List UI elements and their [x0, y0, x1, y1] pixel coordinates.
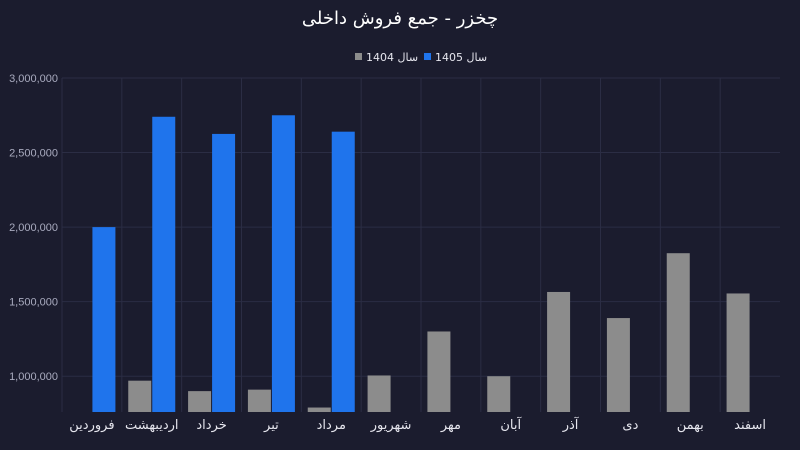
bar: [726, 293, 750, 412]
bar: [331, 131, 355, 412]
y-axis-ticks: 1,000,000 1,500,000 2,000,000 2,500,000 3,00…: [9, 73, 58, 383]
x-tick-label: اسفند: [734, 418, 766, 433]
legend-swatch-1404: [355, 53, 362, 60]
legend-label-1404: سال 1404: [366, 51, 418, 64]
bar: [666, 253, 690, 412]
legend: سال 1404 سال 1405: [355, 51, 487, 64]
bar: [307, 407, 331, 412]
bar: [427, 331, 451, 412]
bars: [92, 115, 750, 413]
bar: [487, 376, 511, 412]
x-tick-label: شهریور: [370, 418, 412, 433]
bar: [247, 389, 271, 412]
bar: [271, 115, 295, 412]
bar: [367, 375, 391, 412]
y-tick-label: 2,500,000: [9, 148, 58, 160]
x-tick-label: مهر: [440, 418, 461, 433]
y-tick-label: 3,000,000: [9, 73, 58, 85]
bar: [92, 227, 116, 412]
x-tick-label: فروردین: [69, 418, 114, 433]
y-tick-label: 1,500,000: [9, 297, 58, 309]
gridlines: [61, 77, 780, 412]
y-tick-label: 1,000,000: [9, 371, 58, 383]
x-tick-label: دی: [622, 418, 638, 433]
bar: [152, 116, 176, 413]
x-tick-label: آذر: [562, 416, 580, 433]
bar: [128, 380, 152, 412]
x-tick-label: مرداد: [317, 418, 346, 433]
x-tick-label: آبان: [500, 416, 522, 433]
bar: [606, 318, 630, 412]
chart-title: چخزر - جمع فروش داخلی: [302, 8, 498, 29]
x-tick-label: بهمن: [677, 418, 704, 433]
bar: [188, 391, 212, 412]
x-tick-label: خرداد: [196, 418, 226, 433]
bar: [547, 291, 571, 412]
x-tick-label: اردیبهشت: [125, 418, 179, 433]
bar: [212, 133, 236, 413]
y-tick-label: 2,000,000: [9, 222, 58, 234]
x-tick-label: تیر: [263, 418, 279, 433]
legend-swatch-1405: [424, 53, 431, 60]
legend-label-1405: سال 1405: [435, 51, 487, 64]
x-axis-ticks: فروردین اردیبهشت خرداد تیر مرداد شهریور مهر آبا…: [69, 416, 766, 433]
